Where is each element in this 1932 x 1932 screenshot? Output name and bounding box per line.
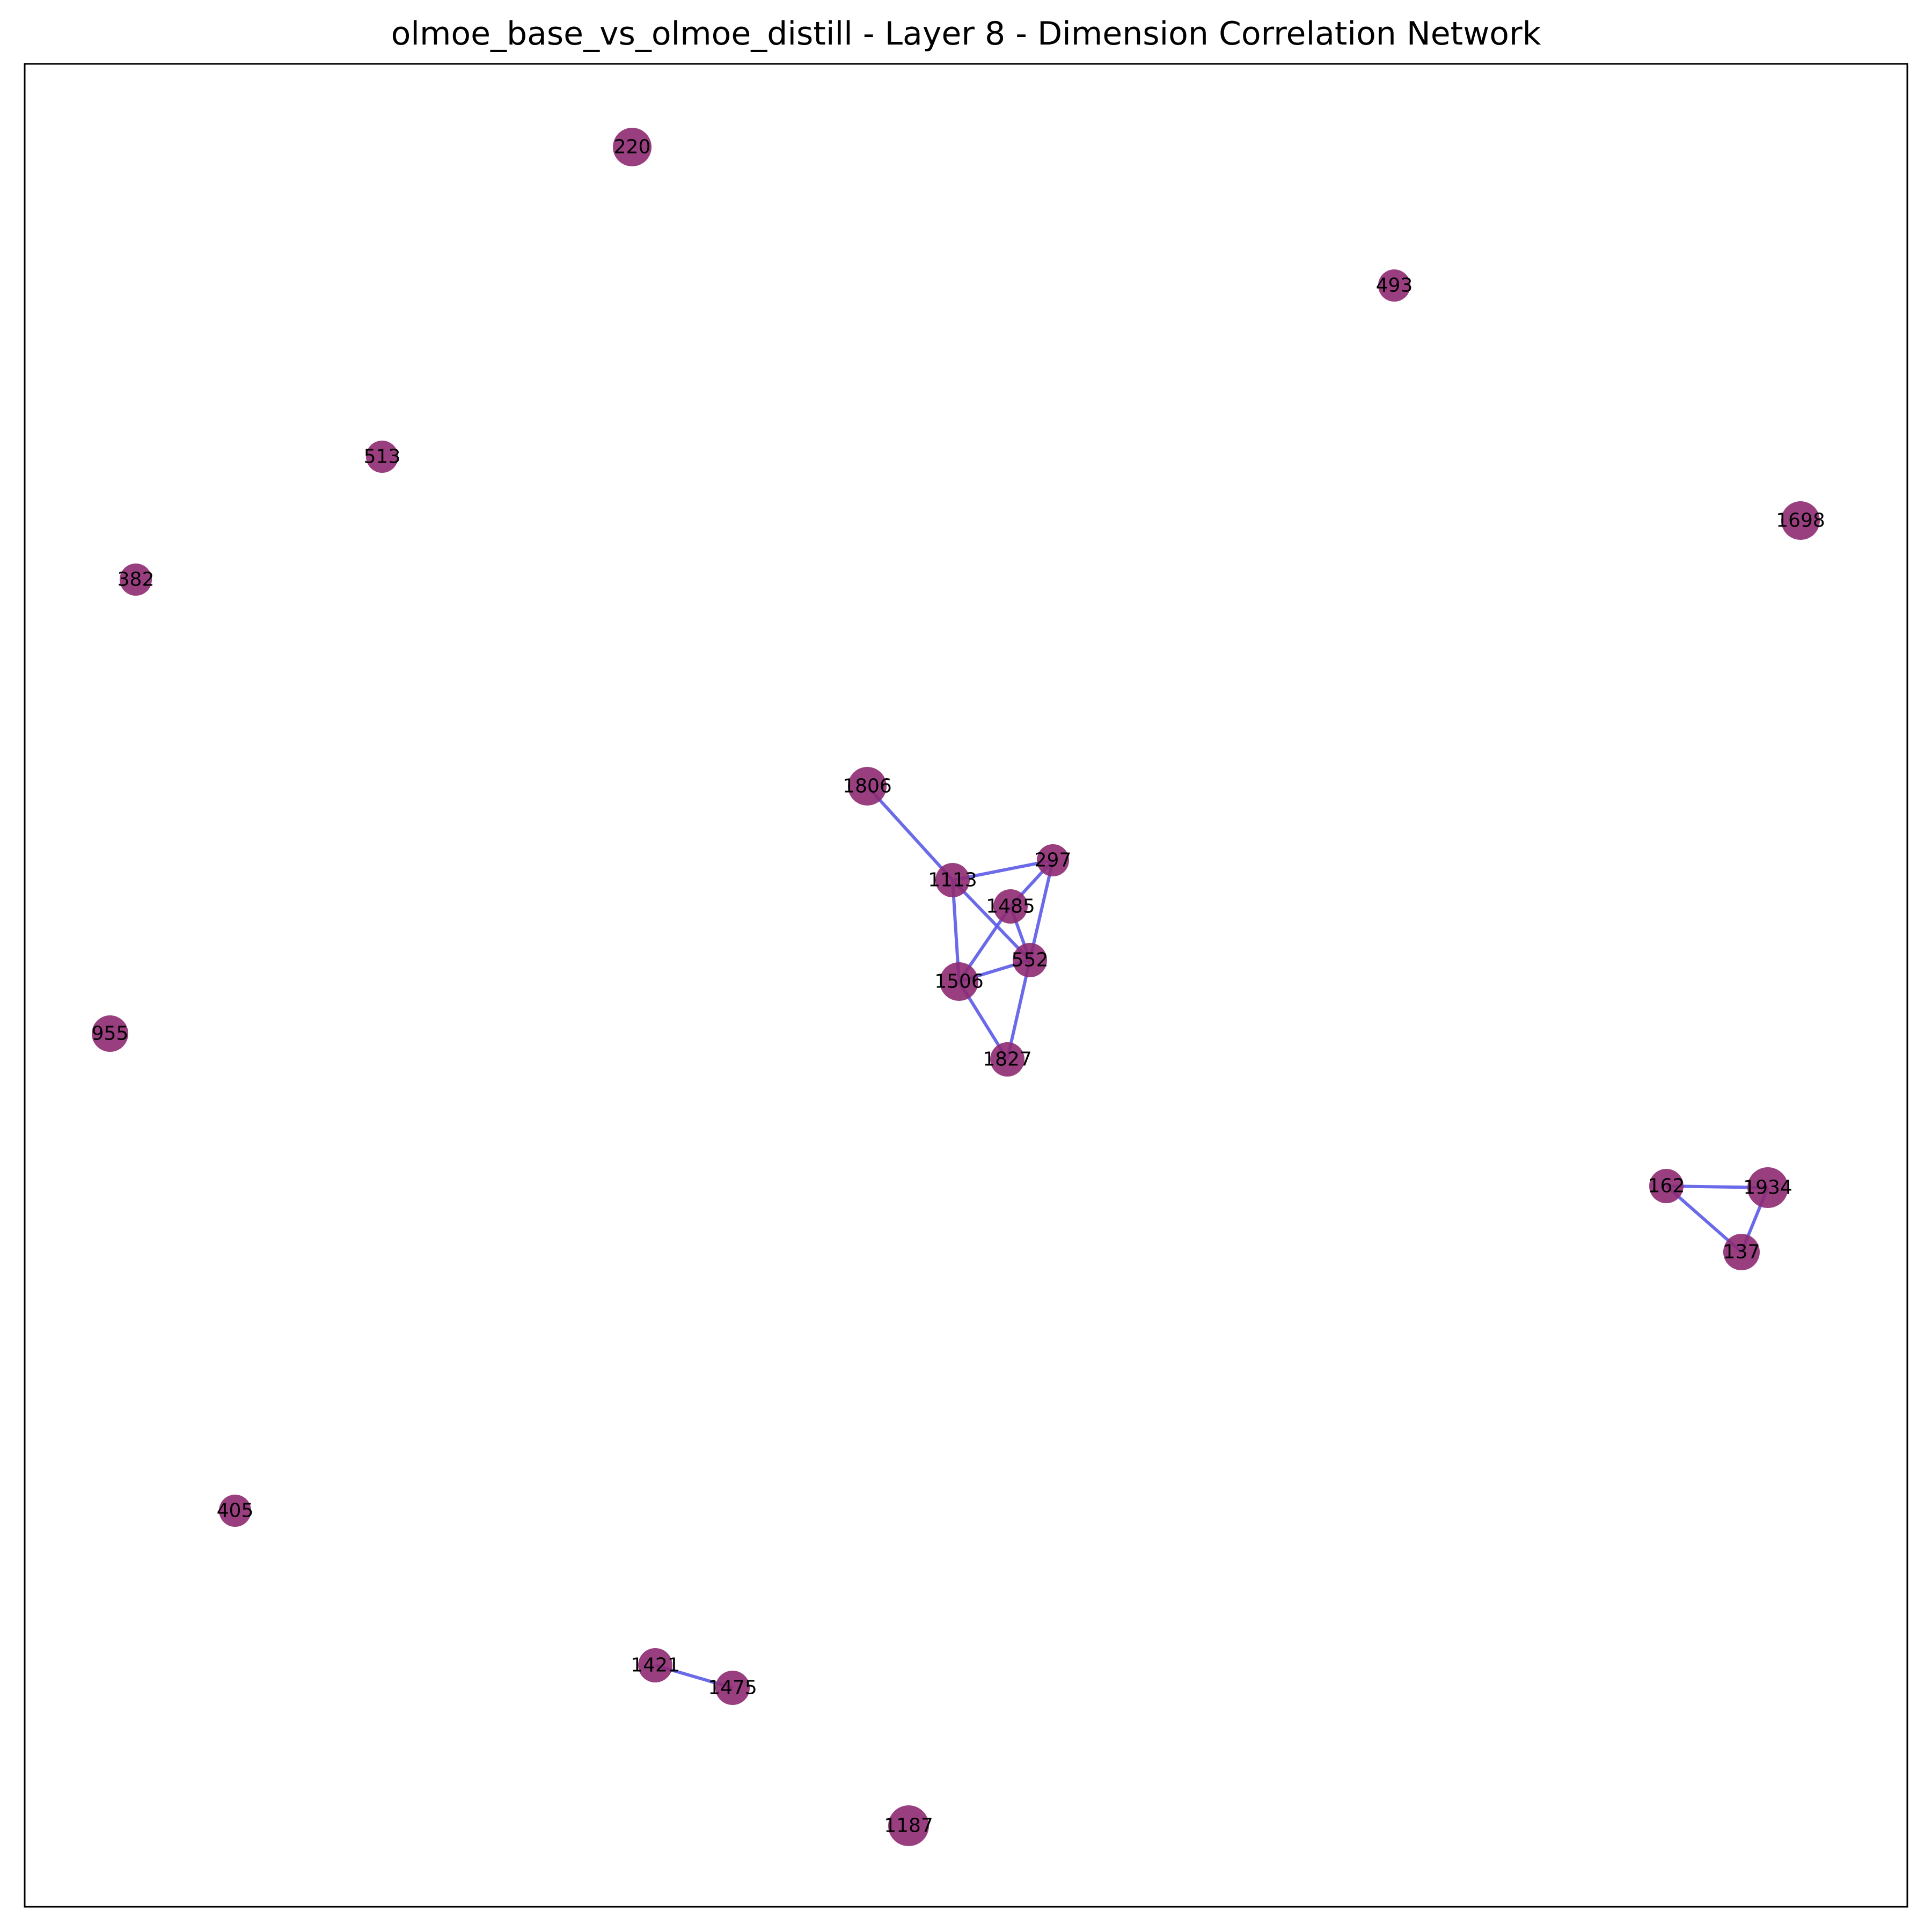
node-label-1806: 1806 [843,775,892,797]
node-label-1421: 1421 [631,1655,680,1677]
node-1827 [990,1042,1024,1077]
node-label-1113: 1113 [928,869,977,891]
node-label-1698: 1698 [1776,510,1825,532]
edge-1113-552 [951,879,1031,962]
node-label-1934: 1934 [1743,1177,1792,1199]
node-552 [1013,943,1047,977]
labels-layer: 220 493 513 1698 382 1806 297 1113 1485 552 1506 95… [92,136,1825,1837]
node-1421 [638,1648,672,1682]
node-220 [613,128,652,166]
node-1698 [1781,501,1820,540]
node-1475 [715,1671,750,1705]
node-label-1475: 1475 [708,1677,757,1699]
node-label-1827: 1827 [983,1049,1032,1071]
node-162 [1649,1169,1684,1203]
node-382 [120,564,152,596]
node-label-405: 405 [217,1500,254,1522]
node-513 [366,441,398,473]
node-label-297: 297 [1035,850,1072,872]
node-1806 [848,767,887,806]
edge-1806-1113 [866,785,954,882]
node-label-513: 513 [364,446,401,468]
node-label-1506: 1506 [934,971,984,993]
edges-layer [655,785,1769,1689]
node-405 [219,1495,251,1527]
node-1187 [888,1805,929,1846]
nodes-layer [92,128,1820,1846]
node-label-137: 137 [1723,1241,1760,1263]
node-label-955: 955 [92,1023,129,1045]
node-label-1187: 1187 [884,1815,933,1837]
chart-title: olmoe_base_vs_olmoe_distill - Layer 8 - … [391,15,1541,53]
node-493 [1378,269,1410,302]
node-955 [92,1015,128,1052]
node-label-382: 382 [118,569,155,591]
node-1506 [940,962,978,1001]
node-297 [1037,844,1069,876]
plot-frame [24,63,1908,1908]
node-1485 [993,889,1028,924]
node-label-493: 493 [1376,275,1413,297]
node-1934 [1747,1167,1788,1208]
node-label-162: 162 [1648,1175,1685,1197]
node-label-1485: 1485 [986,896,1035,918]
node-1113 [935,863,970,897]
node-label-220: 220 [614,136,651,158]
node-label-552: 552 [1012,949,1049,971]
node-137 [1723,1234,1760,1270]
